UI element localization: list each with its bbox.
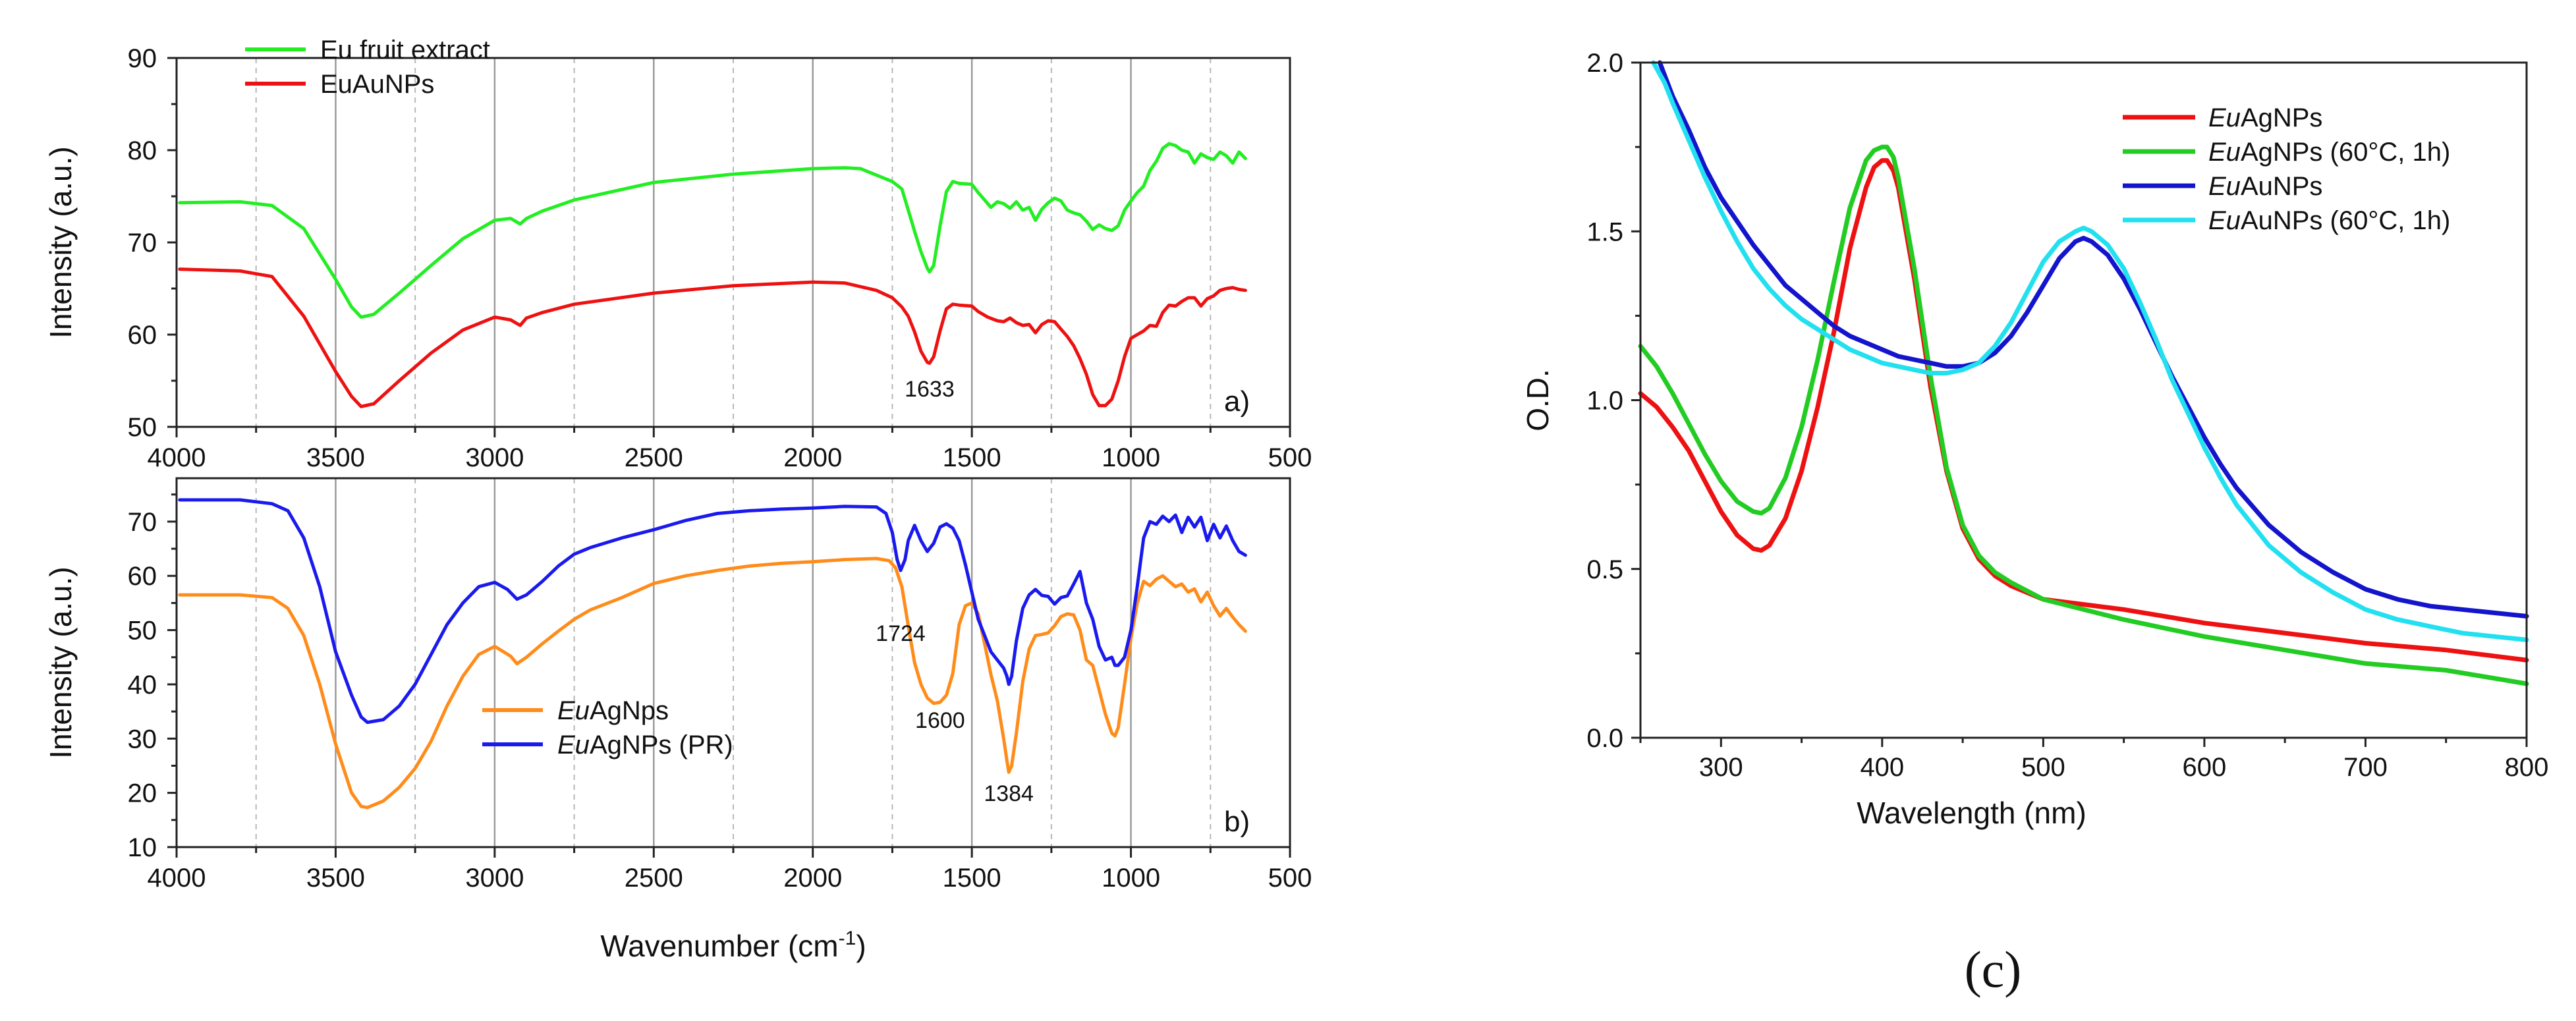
legend-label-prefix: Eu [557,731,590,759]
y-tick-label: 1.5 [1586,217,1623,246]
x-tick-label: 2000 [783,443,842,472]
legend-label-prefix: Eu [2208,103,2241,132]
peak-annotation: 1384 [984,781,1034,806]
legend-label-1: EuAgNPs (PR) [557,731,733,759]
y-tick-label: 2.0 [1586,49,1623,78]
legend-label-prefix: Eu [2208,206,2241,235]
series-line-2 [1657,60,2529,619]
figure-caption-label: (c) [1965,941,2022,998]
x-tick-label: 2500 [625,443,683,472]
panel-uvvis_c: 300 400 500 600 700 800 0.0 0.5 1.0 1.5 2.0 Wavelen… [1521,49,2548,830]
legend-label-prefix: Eu [557,696,590,725]
panel-label: a) [1224,385,1250,418]
y-tick-label: 70 [128,508,157,537]
y-tick-label: 1.0 [1586,387,1623,416]
x-tick-label: 600 [2183,753,2227,782]
x-tick-label: 3500 [306,864,365,893]
y-tick-label: 70 [128,229,157,258]
series-line-0 [1638,158,2529,663]
x-axis-title-text: Wavenumber (cm [600,929,838,963]
legend-label-name: AgNPs [2241,103,2323,132]
y-tick-label: 10 [128,833,157,862]
x-tick-label: 700 [2343,753,2388,782]
panel-ftir_b: 4000 3500 3000 2500 2000 1500 1000 500 10 20 30 40 5… [43,477,1312,893]
legend-label-name: Eu fruit extract [320,36,490,65]
y-tick-label: 60 [128,562,157,591]
x-tick-label: 4000 [148,864,206,893]
x-axis-title: Wavelength (nm) [1857,796,2086,830]
x-tick-label: 500 [2021,753,2065,782]
legend-label-name: AuNPs (60°C, 1h) [2241,206,2450,235]
x-tick-label: 4000 [148,443,206,472]
y-tick-label: 20 [128,779,157,808]
y-axis-title: O.D. [1521,369,1555,431]
x-axis-title-close: ) [856,929,866,963]
legend-label-prefix: Eu [2208,138,2241,167]
x-axis-title: Wavenumber (cm-1) [600,927,866,963]
x-tick-label: 1500 [943,864,1001,893]
peak-annotation: 1633 [905,377,955,402]
x-tick-label: 300 [1699,753,1743,782]
series-line-3 [1651,60,2529,642]
series-line-1 [1638,144,2529,686]
y-tick-label: 50 [128,413,157,442]
x-tick-label: 1000 [1102,864,1160,893]
legend-label-0: Eu fruit extract [320,36,490,65]
panel-label: b) [1224,806,1250,838]
legend-label-0: EuAgNPs [2208,103,2322,132]
legend-label-name: EuAuNPs [320,70,434,99]
legend-label-prefix: Eu [2208,172,2241,201]
series-line-1 [178,267,1247,408]
panel-ftir_a: 4000 3500 3000 2500 2000 1500 1000 500 50 60 70 80 9… [43,36,1312,472]
x-tick-label: 2000 [783,864,842,893]
y-axis-title: Intensity (a.u.) [43,566,78,758]
plot-frame [175,477,1291,848]
legend-label-name: AgNps [590,696,669,725]
legend-label-name: AgNPs (60°C, 1h) [2241,138,2450,167]
legend-label-2: EuAuNPs [2208,172,2322,201]
y-tick-label: 80 [128,136,157,165]
legend-label-1: EuAuNPs [320,70,434,99]
legend-label-3: EuAuNPs (60°C, 1h) [2208,206,2450,235]
series-line-1 [178,498,1247,725]
x-tick-label: 1000 [1102,443,1160,472]
peak-annotation: 1600 [915,708,965,733]
y-tick-label: 0.0 [1586,724,1623,753]
peak-annotation: 1724 [876,621,926,646]
series-line-0 [178,142,1247,319]
x-tick-label: 3000 [465,443,524,472]
y-tick-label: 60 [128,321,157,350]
plot-frame [175,57,1291,428]
y-tick-label: 40 [128,671,157,700]
legend-label-1: EuAgNPs (60°C, 1h) [2208,138,2450,167]
legend-label-name: AgNPs (PR) [590,731,733,759]
x-tick-label: 3000 [465,864,524,893]
y-tick-label: 30 [128,725,157,754]
x-tick-label: 3500 [306,443,365,472]
legend: Eu fruit extract EuAuNPs [245,36,490,99]
x-tick-label: 1500 [943,443,1001,472]
y-tick-label: 50 [128,617,157,646]
x-tick-label: 400 [1860,753,1904,782]
x-tick-label: 500 [1268,443,1312,472]
x-axis-title-sup: -1 [839,927,856,949]
y-axis-title: Intensity (a.u.) [43,146,78,338]
x-tick-label: 2500 [625,864,683,893]
legend-label-name: AuNPs [2241,172,2323,201]
y-tick-label: 90 [128,44,157,73]
y-tick-label: 0.5 [1586,555,1623,584]
series-line-0 [178,557,1247,810]
legend-label-0: EuAgNps [557,696,669,725]
x-tick-label: 500 [1268,864,1312,893]
x-tick-label: 800 [2505,753,2549,782]
